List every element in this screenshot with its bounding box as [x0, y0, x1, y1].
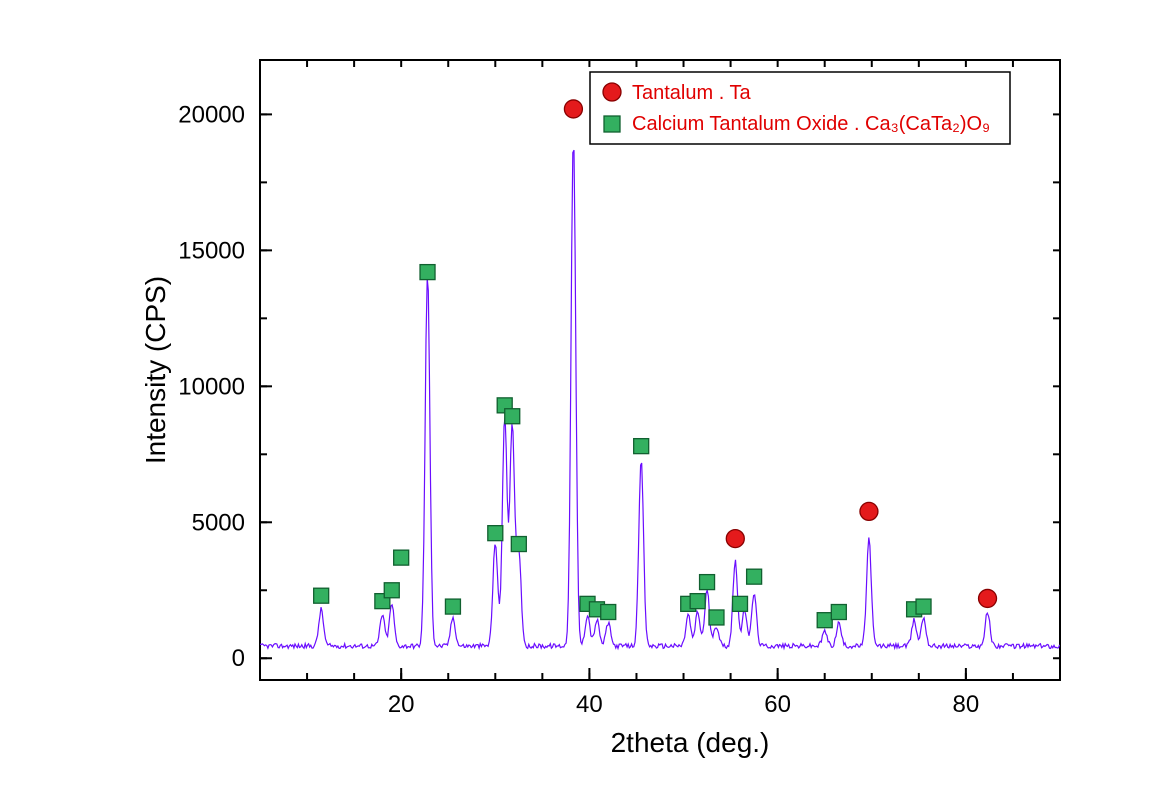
oxide-marker [314, 588, 329, 603]
oxide-marker [817, 613, 832, 628]
svg-text:80: 80 [953, 691, 980, 718]
ta-marker [726, 530, 744, 548]
oxide-marker [634, 439, 649, 454]
oxide-marker [916, 599, 931, 614]
oxide-marker [505, 409, 520, 424]
oxide-marker [690, 594, 705, 609]
legend-item-ta: Tantalum . Ta [632, 82, 751, 104]
oxide-marker [394, 550, 409, 565]
oxide-marker [831, 605, 846, 620]
ta-marker [860, 502, 878, 520]
xrd-trace [260, 150, 1060, 648]
svg-text:15000: 15000 [178, 237, 245, 264]
oxide-marker [733, 596, 748, 611]
y-axis-title: Intensity (CPS) [140, 276, 171, 464]
oxide-marker [747, 569, 762, 584]
ta-marker [564, 100, 582, 118]
oxide-marker [445, 599, 460, 614]
svg-text:20: 20 [388, 691, 415, 718]
svg-text:5000: 5000 [192, 509, 245, 536]
x-axis-title: 2theta (deg.) [611, 727, 770, 758]
oxide-marker [700, 575, 715, 590]
svg-text:60: 60 [764, 691, 791, 718]
oxide-marker [601, 605, 616, 620]
svg-text:0: 0 [232, 645, 245, 672]
svg-text:10000: 10000 [178, 373, 245, 400]
oxide-marker [420, 265, 435, 280]
oxide-marker [384, 583, 399, 598]
svg-text:20000: 20000 [178, 101, 245, 128]
oxide-marker [709, 610, 724, 625]
oxide-marker [511, 537, 526, 552]
oxide-marker [488, 526, 503, 541]
legend-item-oxide: Calcium Tantalum Oxide . Ca₃(CaTa₂)O₉ [632, 113, 990, 135]
xrd-chart: 20 40 60 80 0 5000 10000 15000 20000 2theta (deg.… [0, 0, 1167, 802]
svg-text:40: 40 [576, 691, 603, 718]
ta-marker [979, 589, 997, 607]
